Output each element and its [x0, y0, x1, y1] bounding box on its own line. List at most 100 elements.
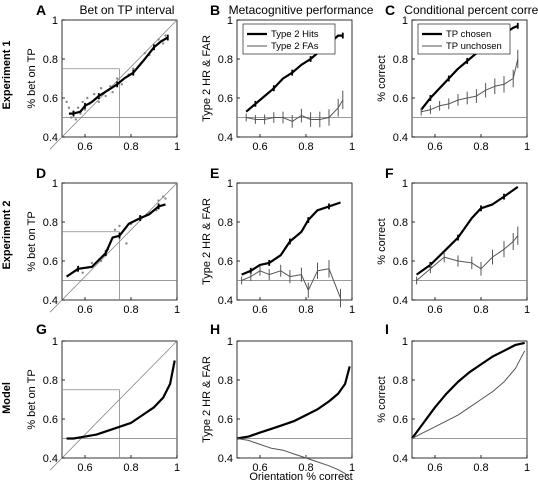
y-tick-label-c: 0.6 — [393, 93, 408, 105]
x-tick-label-i: 0.8 — [473, 462, 488, 474]
x-tick-label-d: 0.6 — [77, 304, 92, 316]
scatter-point-a — [143, 51, 146, 55]
panel-i: 0.6 0.8 1 0.4 0.6 0.8 1 % correct — [376, 336, 530, 474]
series-line-a-1 — [68, 36, 169, 115]
y-tick-label-f: 0.6 — [393, 256, 408, 268]
y-axis-label-b: Type 2 HR & FAR — [201, 35, 213, 122]
column-title-3: Conditional percent correct — [404, 3, 538, 17]
x-tick-label-e: 0.6 — [252, 304, 267, 316]
y-tick-label-d: 1 — [52, 178, 58, 190]
scatter-point-a — [70, 116, 73, 119]
scatter-point-a — [164, 34, 167, 37]
y-axis-label-h: Type 2 HR & FAR — [201, 356, 213, 443]
y-axis-label-f: % correct — [376, 218, 388, 264]
scatter-point-a — [83, 108, 87, 111]
legend-box-c — [417, 23, 511, 55]
y-tick-label-a: 0.6 — [43, 93, 58, 105]
series-line-i-1 — [411, 341, 525, 440]
y-tick-label-g: 0.6 — [43, 414, 58, 426]
scatter-point-a — [97, 100, 101, 104]
panel-letter-a: A — [36, 2, 46, 18]
x-tick-label-e: 1 — [349, 304, 355, 316]
x-tick-label-i: 1 — [524, 462, 530, 474]
scatter-point-d — [90, 261, 94, 265]
y-tick-label-e: 0.4 — [218, 295, 233, 307]
panel-e: 0.6 0.8 1 0.4 0.6 0.8 1 Type 2 HR & FAR — [201, 178, 355, 316]
y-tick-label-f: 0.8 — [393, 217, 408, 229]
axes-box-h — [236, 340, 353, 459]
panel-letter-c: C — [385, 2, 395, 18]
series-line-e-1 — [241, 201, 341, 276]
x-axis-label-bottom: Orientation % correct — [249, 471, 352, 483]
x-tick-label-d: 0.8 — [123, 304, 138, 316]
y-tick-label-i: 0.6 — [393, 414, 408, 426]
y-tick-label-f: 1 — [402, 178, 408, 190]
axes-box-i — [411, 340, 528, 459]
scatter-point-a — [67, 106, 71, 109]
series-line-g-1 — [66, 360, 176, 440]
y-tick-label-b: 0.4 — [218, 132, 233, 144]
x-tick-label-f: 1 — [524, 304, 530, 316]
y-axis-label-d: % bet on TP — [26, 211, 38, 271]
series-line-h-2 — [236, 438, 351, 480]
column-title-2: Metacognitive performance — [229, 3, 374, 17]
x-tick-label-i: 0.6 — [427, 462, 442, 474]
y-tick-label-c: 0.8 — [393, 54, 408, 66]
panel-a: 0.6 0.8 1 0.4 0.6 0.8 1 % bet on TP — [26, 15, 180, 153]
panel-g: 0.6 0.8 1 0.4 0.6 0.8 1 % bet on TP — [26, 336, 180, 474]
scatter-point-d — [125, 242, 128, 245]
y-tick-label-i: 0.4 — [393, 453, 408, 465]
scatter-point-a — [132, 67, 135, 70]
y-tick-label-i: 0.8 — [393, 375, 408, 387]
scatter-point-d — [113, 228, 117, 231]
row-label-2: Experiment 2 — [1, 200, 13, 269]
x-tick-label-d: 1 — [174, 304, 180, 316]
scatter-point-a — [104, 94, 107, 98]
panel-letter-d: D — [36, 165, 46, 181]
series-line-f-2 — [416, 235, 519, 281]
scatter-point-a — [157, 38, 160, 41]
series-line-h-1 — [236, 366, 351, 440]
scatter-point-a — [81, 100, 84, 104]
y-tick-label-h: 0.6 — [218, 414, 233, 426]
panel-f: 0.6 0.8 1 0.4 0.6 0.8 1 % correct — [376, 178, 530, 316]
identity-line-g — [49, 340, 178, 471]
legend-label-c: TP chosen — [446, 29, 491, 40]
y-tick-label-a: 0.8 — [43, 54, 58, 66]
panel-letter-g: G — [36, 321, 47, 337]
scatter-point-d — [81, 271, 84, 274]
y-tick-label-h: 0.4 — [218, 453, 233, 465]
x-tick-label-a: 1 — [174, 141, 180, 153]
y-tick-label-f: 0.4 — [393, 295, 408, 307]
y-tick-label-e: 0.8 — [218, 217, 233, 229]
y-tick-label-c: 1 — [402, 15, 408, 27]
x-tick-label-g: 1 — [174, 462, 180, 474]
x-tick-label-c: 1 — [524, 141, 530, 153]
panel-d: 0.6 0.8 1 0.4 0.6 0.8 1 % bet on TP — [26, 178, 180, 316]
column-title-1: Bet on TP interval — [80, 3, 175, 17]
x-tick-label-f: 0.8 — [473, 304, 488, 316]
scatter-point-a — [162, 42, 165, 45]
y-axis-label-a: % bet on TP — [26, 48, 38, 108]
y-axis-label-g: % bet on TP — [26, 369, 38, 429]
y-tick-label-e: 1 — [227, 178, 233, 190]
panel-letter-i: I — [385, 321, 389, 337]
scatter-point-a — [93, 92, 96, 96]
scatter-point-d — [99, 259, 103, 263]
x-tick-label-b: 0.6 — [252, 141, 267, 153]
scatter-point-a — [74, 118, 78, 121]
axes-box-b — [236, 19, 353, 138]
x-tick-label-h: 0.6 — [252, 462, 267, 474]
x-tick-label-h: 0.8 — [298, 462, 313, 474]
axes-box-e — [236, 182, 353, 301]
panel-letter-f: F — [385, 165, 394, 181]
series-line-i-2 — [411, 350, 526, 439]
x-tick-label-c: 0.8 — [473, 141, 488, 153]
x-tick-label-g: 0.8 — [123, 462, 138, 474]
y-tick-label-g: 0.8 — [43, 375, 58, 387]
legend-label-b: Type 2 FAs — [271, 41, 319, 52]
y-tick-label-h: 0.8 — [218, 375, 233, 387]
x-tick-label-b: 1 — [349, 141, 355, 153]
